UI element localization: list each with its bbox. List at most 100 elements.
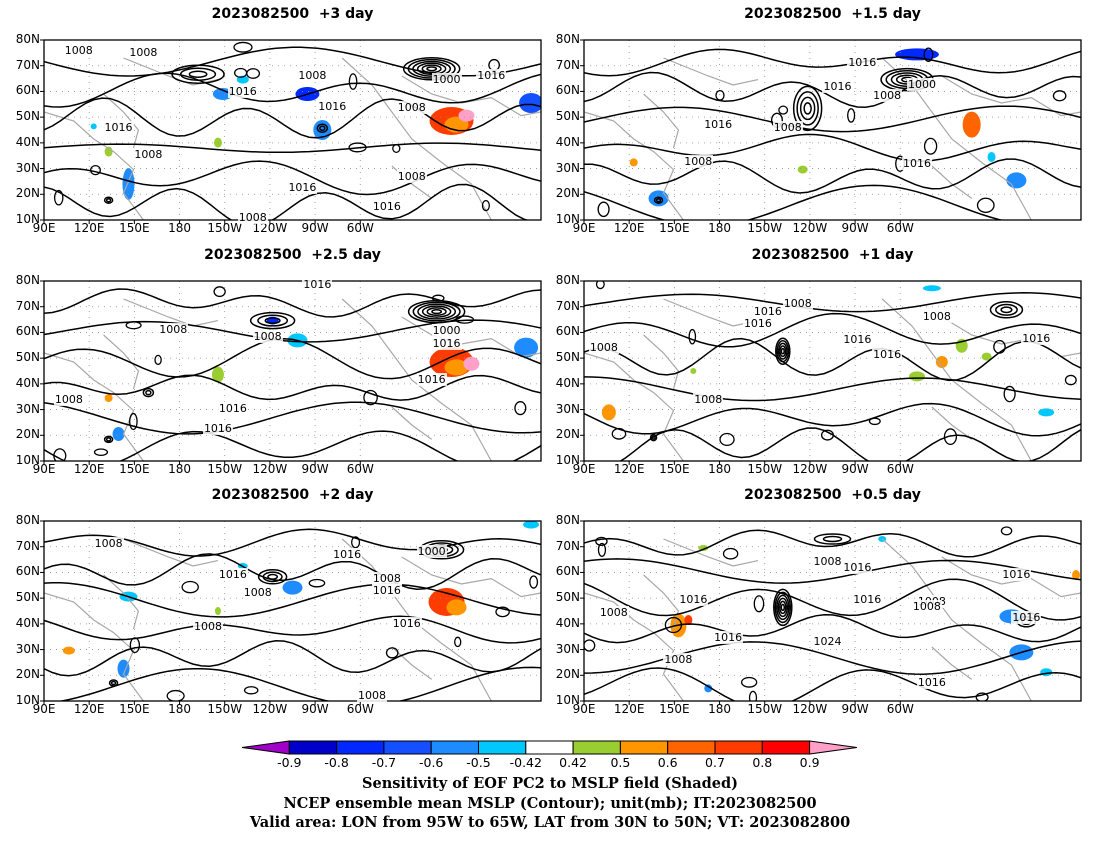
sensitivity-shading [112,427,125,441]
isobar-small-loop [529,575,539,589]
colorbar-segment [383,740,432,755]
isobar-small-loop [1000,526,1013,536]
map-frame [583,520,1082,702]
colorbar-tick-label: 0.7 [705,755,725,770]
coastline [663,538,759,567]
lat-tick-label: 10N [555,212,580,226]
isobar-small-loop [943,428,958,446]
lat-tick-label: 30N [555,641,580,656]
lat-tick-label: 30N [15,401,40,416]
panel-title: 2023082500 +0.5 day [744,487,921,503]
isobar-closed-contour [257,569,288,585]
lon-tick-label: 90E [32,462,56,476]
sensitivity-shading [62,646,75,655]
isobar-contour [584,158,1081,194]
lon-tick-label: 120E [613,221,645,235]
isobar-closed-contour [776,340,790,363]
isobar-closed-contour [774,591,792,624]
lon-tick-label: 180 [708,221,731,235]
lon-tick-label: 120W [252,221,288,235]
sensitivity-shading [122,168,135,200]
isobar-closed-contour [775,337,791,365]
map-panel [580,280,1082,465]
contour-value-label: 1008 [663,652,694,666]
isobar-small-loop [93,448,109,456]
contour-value-label: 1008 [93,537,124,551]
contour-value-label: 1016 [847,56,878,70]
isobar-contour [619,427,1081,461]
contour-value-label: 1016 [476,69,507,82]
contour-value-label: 1008 [911,600,942,614]
isobar-small-loop [363,389,378,406]
contour-value-label: 1016 [1001,568,1032,581]
coastline [401,556,541,598]
contour-value-label: 1008 [872,88,903,102]
colorbar-segment [619,740,669,755]
lat-tick-label: 40N [555,134,580,149]
isobar-contour [44,553,541,590]
contour-value-label: 1016 [371,584,402,598]
isobar-small-loop [595,536,608,547]
isobar-small-loop [431,294,445,302]
coastline [931,646,973,680]
isobar-small-loop [455,315,475,324]
coastline [663,57,759,86]
isobar-closed-contour [431,309,443,315]
isobar-contour [44,582,541,618]
isobar-contour [44,401,541,435]
sensitivity-shading [629,158,638,167]
contour-value-label: 1016 [1021,331,1052,345]
lon-tick-label: 90W [301,221,329,235]
colorbar-tick-label: -0.7 [371,755,397,770]
lat-tick-label: 40N [555,375,580,390]
isobar-closed-contour [780,603,786,612]
lon-tick-label: 120E [613,462,645,476]
isobar-small-loop [348,142,367,153]
contour-value-label: 1000 [906,78,937,91]
lat-tick-label: 10N [555,693,580,707]
isobar-contour [584,578,1081,621]
map-panel [580,39,1082,224]
sensitivity-shading [117,659,130,678]
isobar-closed-contour [776,594,790,621]
isobar-contour [44,640,541,677]
lon-tick-label: 90W [841,221,869,235]
isobar-small-loop [385,647,399,659]
isobar-small-loop [351,536,361,549]
isobar-small-loop [454,636,462,648]
colorbar-tick-label: -0.5 [466,755,491,770]
isobar-closed-contour [1000,306,1013,314]
isobar-closed-contour [110,680,117,686]
isobar-small-loop [125,321,142,330]
isobar-small-loop [688,328,697,345]
coastline [103,93,140,149]
lon-tick-label: 90E [572,221,596,235]
lon-tick-label: 150E [119,221,150,235]
lat-tick-label: 30N [15,641,40,656]
isobar-closed-contour [316,123,329,133]
contour-value-label: 1008 [237,211,268,225]
lat-tick-label: 70N [555,57,580,72]
isobar-closed-contour [426,66,438,72]
isobar-small-loop [1003,385,1016,403]
lat-tick-label: 70N [15,298,40,313]
isobar-contour [44,615,541,644]
contour-value-label: 1008 [588,340,619,354]
contour-value-label: 1016 [713,631,744,644]
contour-value-label: 1016 [678,593,709,607]
isobar-closed-contour [262,571,283,583]
isobar-closed-contour [651,435,656,440]
lon-tick-label: 150E [659,462,690,476]
sensitivity-shading [935,356,948,368]
map-panel [580,520,1082,705]
lat-tick-label: 30N [15,160,40,175]
map-frame [43,39,542,221]
contour-value-label: 1008 [921,310,952,323]
sensitivity-shading [797,165,808,174]
sensitivity-shading [981,352,992,361]
contour-value-label: 1016 [901,157,932,171]
isobar-closed-contour [796,91,819,126]
isobar-closed-contour [142,387,155,398]
lon-tick-label: 60W [346,221,374,235]
